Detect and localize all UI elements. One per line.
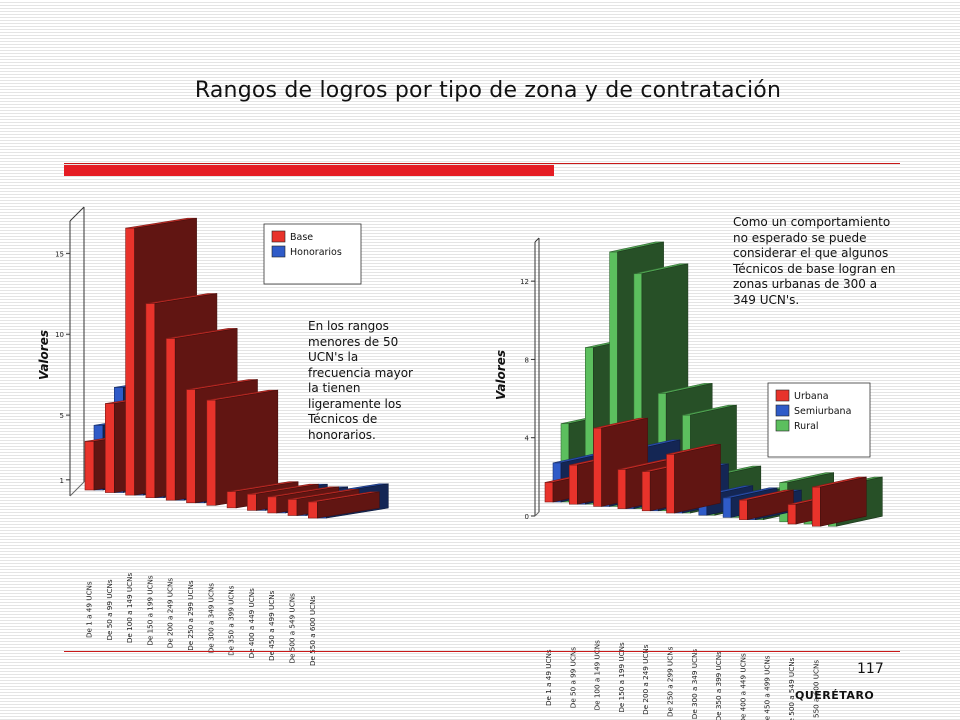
back-wall-top bbox=[534, 237, 540, 243]
note-line: frecuencia mayor bbox=[308, 365, 413, 380]
note-line: Técnicos de bbox=[308, 412, 378, 426]
legend-swatch bbox=[271, 245, 286, 258]
header-rule bbox=[64, 163, 900, 164]
category-label: De 100 a 149 UCNs bbox=[593, 640, 602, 711]
bar-urbana bbox=[739, 489, 794, 520]
bar-urbana bbox=[811, 476, 867, 527]
legend-label: Semiurbana bbox=[794, 406, 851, 417]
category-label: De 550 a 600 UCNs bbox=[811, 660, 820, 720]
bar-side bbox=[674, 443, 721, 514]
legend-swatch bbox=[775, 389, 790, 402]
legend-label: Base bbox=[290, 232, 313, 243]
category-label: De 150 a 199 UCNs bbox=[145, 575, 154, 646]
note-left: En los rangos menores de 50 UCN's la frecue… bbox=[308, 319, 413, 443]
back-wall-top bbox=[69, 206, 85, 222]
category-label: De 400 a 449 UCNs bbox=[247, 588, 256, 659]
y-axis-label: Valores bbox=[37, 330, 51, 380]
category-label: De 150 a 199 UCNs bbox=[617, 642, 626, 713]
note-line: Técnicos de base logran en bbox=[733, 261, 896, 276]
note-line: no esperado se puede bbox=[733, 230, 867, 245]
accent-bar bbox=[64, 165, 554, 176]
category-label: De 450 a 499 UCNs bbox=[267, 590, 276, 661]
category-label: De 400 a 449 UCNs bbox=[738, 653, 747, 720]
page-number: 117 bbox=[857, 661, 884, 677]
legend-swatch bbox=[775, 419, 790, 432]
bar-front bbox=[811, 486, 821, 527]
note-line: honorarios. bbox=[308, 427, 376, 442]
bar-urbana bbox=[666, 443, 721, 514]
y-tick-label: 10 bbox=[55, 331, 64, 339]
category-label: De 350 a 399 UCNs bbox=[227, 585, 236, 656]
category-label: De 450 a 499 UCNs bbox=[763, 655, 772, 720]
legend-label: Rural bbox=[794, 421, 819, 432]
page-title: Rangos de logros por tipo de zona y de c… bbox=[194, 78, 782, 103]
y-tick-label: 4 bbox=[525, 435, 530, 443]
y-tick-label: 8 bbox=[525, 356, 529, 364]
y-tick-label: 1 bbox=[60, 477, 64, 485]
legend-label: Honorarios bbox=[290, 247, 342, 258]
category-label: De 250 a 299 UCNs bbox=[186, 580, 195, 651]
category-label: De 1 a 49 UCNs bbox=[85, 581, 94, 638]
bar-front bbox=[593, 427, 602, 507]
bar-front bbox=[617, 469, 627, 509]
category-label: De 500 a 549 UCNs bbox=[787, 657, 796, 720]
y-tick-label: 15 bbox=[55, 250, 64, 258]
y-tick-label: 0 bbox=[525, 513, 529, 521]
bar-front bbox=[722, 497, 732, 518]
category-label: De 250 a 299 UCNs bbox=[666, 646, 675, 717]
legend-swatch bbox=[271, 230, 286, 243]
legend: Urbana Semiurbana Rural bbox=[767, 382, 871, 458]
bar-front bbox=[568, 464, 578, 505]
bar-front bbox=[641, 471, 651, 512]
category-label: De 200 a 249 UCNs bbox=[641, 644, 650, 715]
category-label: De 1 a 49 UCNs bbox=[544, 649, 553, 706]
note-right: Como un comportamiento no esperado se pue… bbox=[733, 215, 895, 308]
bar-base bbox=[307, 491, 380, 519]
bar-side bbox=[819, 476, 867, 527]
note-line: la tienen bbox=[308, 381, 361, 395]
legend: Base Honorarios bbox=[263, 223, 362, 285]
bar-front bbox=[666, 453, 675, 514]
category-label: De 50 a 99 UCNs bbox=[105, 579, 114, 640]
category-label: De 100 a 149 UCNs bbox=[125, 573, 134, 644]
note-line: En los rangos bbox=[308, 319, 389, 333]
note-line: Como un comportamiento bbox=[733, 215, 891, 229]
category-label: De 550 a 600 UCNs bbox=[308, 595, 317, 666]
floor-back-edge bbox=[534, 511, 540, 517]
bar-front bbox=[739, 499, 748, 520]
legend-swatch bbox=[775, 404, 790, 417]
category-label: De 50 a 99 UCNs bbox=[568, 647, 577, 708]
note-line: 349 UCN's. bbox=[733, 292, 800, 307]
y-axis-label: Valores bbox=[494, 350, 508, 400]
legend-label: Urbana bbox=[794, 391, 829, 402]
bar-side bbox=[316, 491, 380, 519]
category-label: De 500 a 549 UCNs bbox=[288, 593, 297, 664]
note-line: zonas urbanas de 300 a bbox=[733, 277, 878, 291]
y-tick-label: 5 bbox=[60, 412, 64, 420]
category-label: De 300 a 349 UCNs bbox=[206, 583, 215, 654]
y-tick-label: 12 bbox=[520, 278, 529, 286]
category-label: De 300 a 349 UCNs bbox=[690, 649, 699, 720]
category-label: De 200 a 249 UCNs bbox=[166, 578, 175, 649]
bar-front bbox=[544, 482, 554, 503]
note-line: considerar el que algunos bbox=[733, 246, 889, 260]
note-line: ligeramente los bbox=[308, 396, 402, 411]
note-line: menores de 50 bbox=[308, 334, 399, 349]
note-line: UCN's la bbox=[308, 350, 359, 364]
footer-rule bbox=[64, 651, 900, 652]
footer-label: QUERÉTARO bbox=[795, 689, 875, 702]
floor-back-edge bbox=[69, 481, 85, 497]
bar-front bbox=[787, 504, 797, 525]
category-label: De 350 a 399 UCNs bbox=[714, 651, 723, 720]
